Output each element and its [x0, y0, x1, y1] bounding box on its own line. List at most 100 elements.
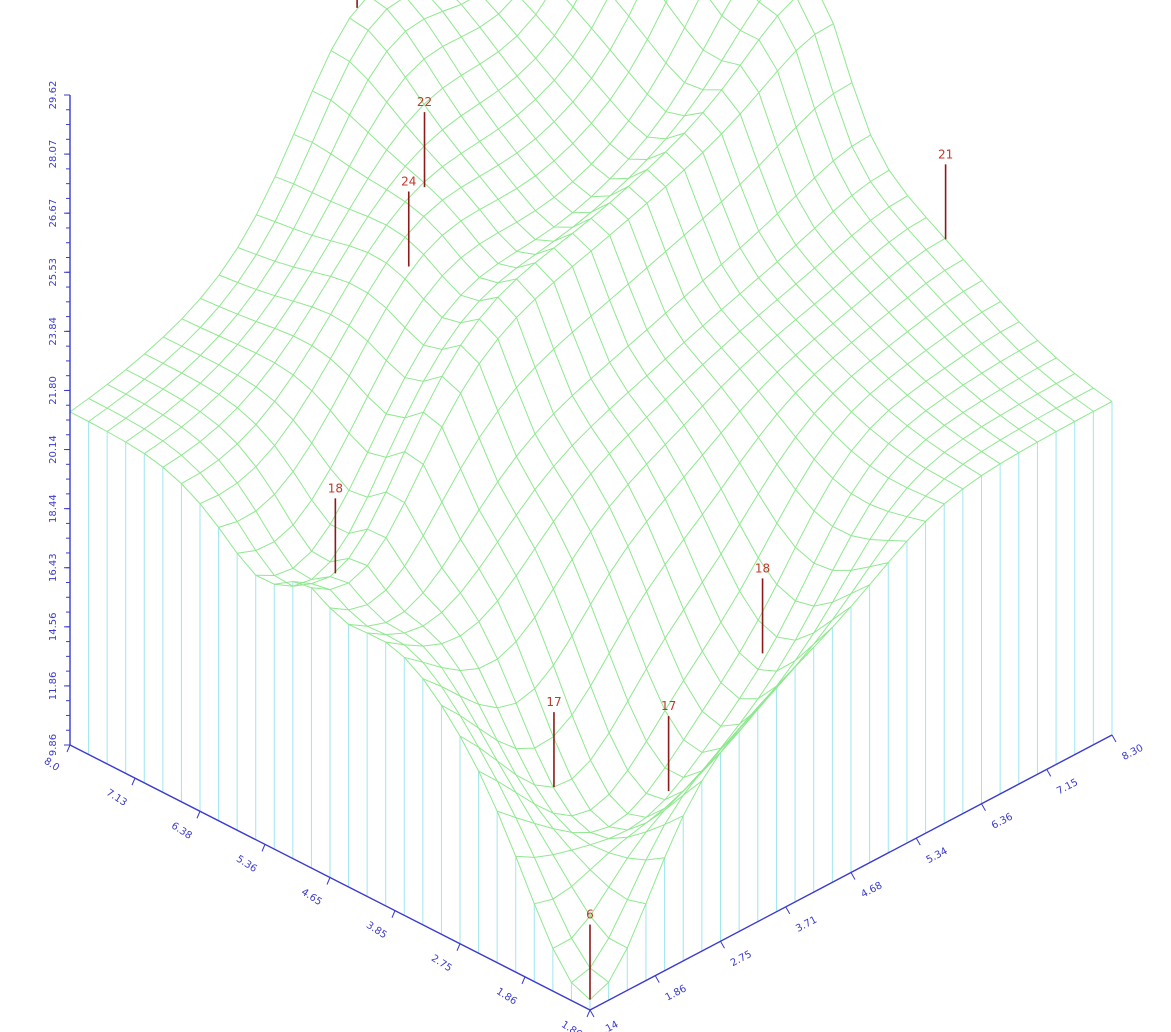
y-tick [1111, 734, 1117, 743]
mesh-line [162, 0, 578, 468]
mesh-line [162, 336, 684, 840]
z-tick-label: 16.43 [48, 553, 59, 582]
mesh-line [200, 297, 721, 818]
y-tick [785, 906, 791, 915]
mesh-line [69, 0, 366, 413]
y-tick-label: 7.15 [1055, 777, 1080, 797]
data-sticks: 282224252421181717186 [328, 0, 953, 1000]
x-tick-label: 7.13 [104, 787, 129, 808]
mesh-line [107, 383, 628, 949]
mesh-line [88, 398, 609, 983]
z-tick-label: 20.14 [48, 435, 59, 464]
y-tick-label: 5.34 [925, 846, 950, 866]
x-tick-label: 2.75 [429, 953, 454, 974]
x-tick-label: 6.38 [169, 820, 194, 841]
z-tick-label: 14.56 [48, 612, 59, 641]
x-tick-label: 1.86 [494, 986, 519, 1007]
mesh-line [349, 17, 870, 607]
mesh-line [274, 0, 762, 587]
x-tick [521, 976, 526, 985]
mesh-line [125, 0, 513, 443]
x-tick [196, 811, 201, 819]
data-label: 17 [661, 699, 676, 713]
y-tick [915, 837, 921, 846]
y-tick-label: .14 [601, 1019, 620, 1032]
axes: 9.86 11.86 14.56 16.43 18.44 20.14 21.80 23.84 2… [42, 81, 1146, 1032]
mesh-line [293, 133, 815, 700]
z-tick-label: 18.44 [48, 494, 59, 523]
mesh-line [422, 238, 946, 709]
data-label: 6 [586, 908, 594, 922]
y-tick-label: 2.75 [729, 949, 754, 969]
mesh-line [709, 0, 1057, 433]
z-tick-label: 29.62 [48, 81, 59, 110]
mesh-line [441, 258, 964, 750]
z-tick-label: 11.86 [48, 672, 59, 701]
mesh-line [274, 176, 796, 727]
y-tick [654, 975, 660, 983]
y-tick-label: 6.36 [990, 811, 1015, 831]
z-axis-ticks: 9.86 11.86 14.56 16.43 18.44 20.14 21.80 23.84 2… [48, 81, 70, 756]
data-label: 22 [417, 95, 432, 109]
y-tick [589, 1009, 595, 1018]
x-tick-label: 4.65 [299, 887, 324, 908]
wireframe-surface [69, 0, 1113, 1000]
x-tick [326, 877, 331, 885]
mesh-line [181, 318, 703, 831]
mesh-line [431, 0, 926, 522]
mesh-line [459, 280, 983, 788]
y-tick-label: 4.68 [859, 880, 884, 900]
y-tick [720, 941, 725, 949]
mesh-line [373, 0, 889, 571]
mesh-line [125, 369, 647, 905]
y-tick-label: 8.30 [1120, 743, 1145, 763]
mesh-line [311, 23, 834, 591]
mesh-line [256, 214, 777, 754]
data-label: 21 [938, 147, 953, 161]
mesh-line [330, 50, 852, 641]
z-tick-label: 21.80 [48, 376, 59, 405]
mesh-line [456, 0, 945, 505]
z-tick-label: 23.84 [48, 317, 59, 346]
mesh-line [237, 0, 700, 554]
mesh-line [367, 169, 890, 636]
data-label: 17 [546, 695, 561, 709]
x-tick [261, 844, 266, 852]
mesh-line [181, 0, 608, 485]
mesh-line [407, 0, 907, 542]
y-tick [850, 872, 856, 880]
mesh-line [521, 0, 982, 477]
x-tick [456, 943, 461, 951]
mesh-line [756, 0, 1075, 422]
y-tick-label: 1.86 [664, 983, 689, 1003]
y-tick-label: 3.71 [794, 915, 819, 935]
mesh-line [69, 411, 591, 1000]
mesh-line [797, 0, 1094, 412]
x-tick [586, 1009, 591, 1018]
mesh-line [88, 0, 402, 422]
x-tick-label: 8.0 [42, 756, 61, 774]
mesh-line [218, 274, 740, 801]
x-tick-label: 5.36 [234, 854, 259, 875]
mesh-line [566, 0, 1001, 465]
z-tick-label: 25.53 [48, 258, 59, 287]
mesh-line [663, 0, 1038, 443]
data-label: 24 [401, 174, 416, 188]
y-axis-ticks: .14 1.86 2.75 3.71 4.68 5.34 6.36 7.15 8.30 [589, 734, 1145, 1032]
mesh-line [144, 353, 665, 861]
mesh-line [821, 0, 1113, 402]
x-tick [131, 777, 136, 786]
mesh-line [385, 195, 908, 647]
y-tick [1046, 769, 1052, 777]
data-label: 18 [755, 561, 770, 575]
y-tick [981, 803, 986, 811]
data-label: 18 [328, 481, 343, 495]
x-tick [391, 910, 396, 918]
mesh-line [237, 247, 759, 779]
x-tick [66, 744, 71, 753]
mesh-line [312, 90, 833, 672]
mesh-line [485, 0, 964, 490]
x-tick-label: 3.85 [364, 920, 389, 941]
mesh-line [144, 0, 546, 455]
